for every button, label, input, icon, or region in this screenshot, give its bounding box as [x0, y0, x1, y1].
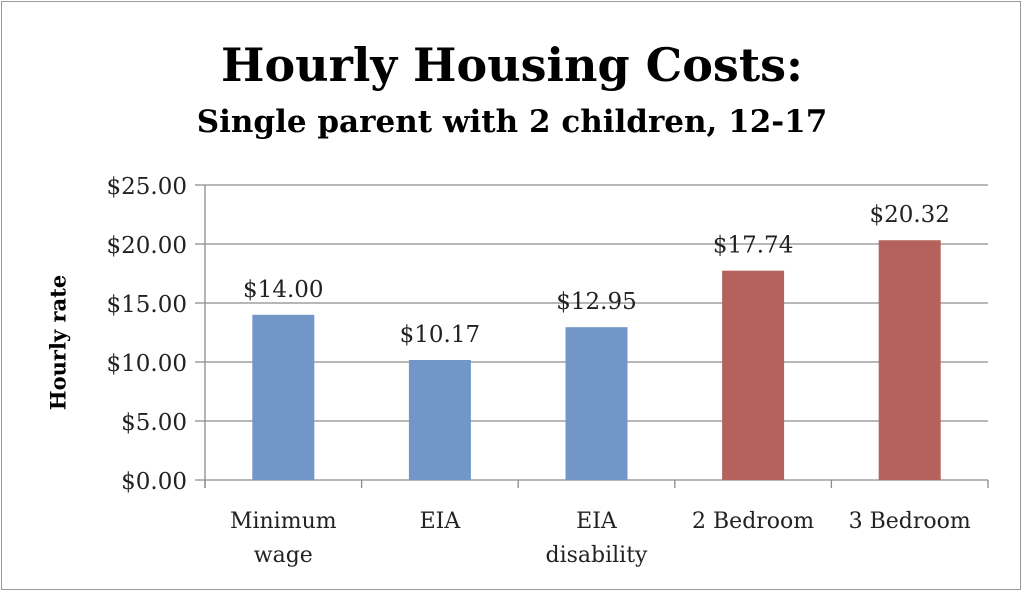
x-tick-label: wage — [254, 543, 313, 568]
data-label: $14.00 — [243, 277, 323, 303]
y-tick-label: $20.00 — [107, 233, 187, 259]
x-tick-label: EIA — [420, 509, 462, 534]
bar — [408, 359, 471, 480]
y-tick-label: $5.00 — [121, 410, 187, 436]
y-tick-label: $10.00 — [107, 351, 187, 377]
data-label: $20.32 — [869, 202, 949, 228]
x-tick-label: EIA — [576, 509, 618, 534]
data-label: $17.74 — [713, 233, 793, 259]
bar — [878, 240, 941, 480]
x-tick-label: Minimum — [230, 509, 337, 534]
data-label: $12.95 — [556, 289, 636, 315]
chart-title: Hourly Housing Costs: — [221, 38, 803, 92]
data-label: $10.17 — [400, 322, 480, 348]
bar — [252, 314, 315, 480]
bar — [722, 270, 785, 480]
y-tick-label: $0.00 — [121, 469, 187, 495]
bar — [565, 327, 628, 480]
chart-subtitle: Single parent with 2 children, 12-17 — [196, 104, 828, 140]
x-tick-label: 3 Bedroom — [849, 509, 971, 534]
x-tick-label: 2 Bedroom — [692, 509, 814, 534]
x-tick-label: disability — [546, 543, 649, 568]
y-tick-label: $25.00 — [107, 174, 187, 200]
y-tick-label: $15.00 — [107, 292, 187, 318]
